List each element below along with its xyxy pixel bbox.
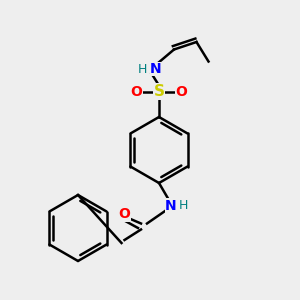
- Text: H: H: [178, 199, 188, 212]
- Text: H: H: [138, 62, 147, 76]
- Text: O: O: [130, 85, 142, 98]
- Text: O: O: [118, 208, 130, 221]
- Text: O: O: [176, 85, 188, 98]
- Text: N: N: [165, 199, 177, 212]
- Text: N: N: [150, 62, 162, 76]
- Text: S: S: [154, 84, 164, 99]
